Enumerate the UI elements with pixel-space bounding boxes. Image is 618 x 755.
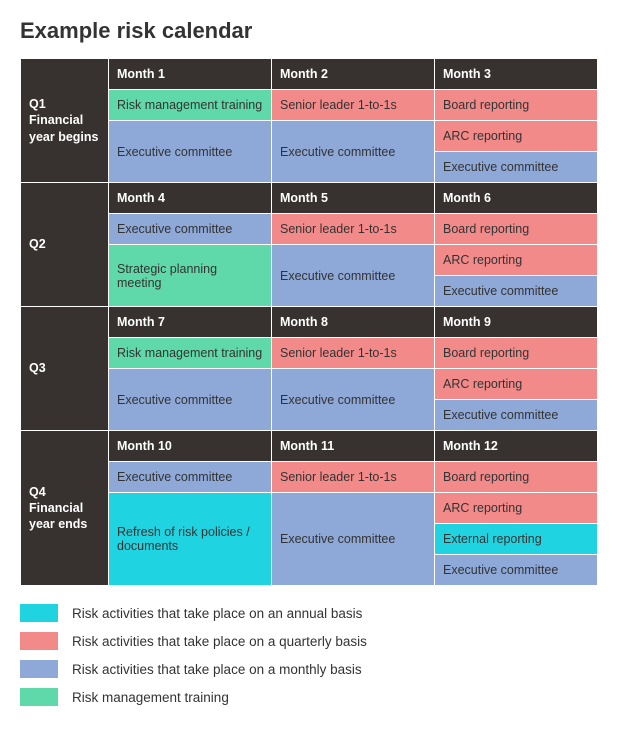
- page-title: Example risk calendar: [20, 18, 598, 44]
- month-header: Month 10: [109, 431, 272, 462]
- activity-cell: Strategic planning meeting: [109, 245, 272, 307]
- activity-cell: Executive committee: [435, 276, 598, 307]
- month-header: Month 9: [435, 307, 598, 338]
- activity-cell: Executive committee: [435, 555, 598, 586]
- quarter-label: Q4Financial year ends: [21, 431, 109, 586]
- legend-label: Risk management training: [72, 690, 229, 705]
- activity-cell: Executive committee: [272, 493, 435, 586]
- activity-cell: Executive committee: [435, 400, 598, 431]
- month-header: Month 11: [272, 431, 435, 462]
- activity-cell: External reporting: [435, 524, 598, 555]
- legend-item: Risk management training: [20, 688, 598, 706]
- legend-item: Risk activities that take place on a mon…: [20, 660, 598, 678]
- activity-cell: Board reporting: [435, 90, 598, 121]
- activity-cell: Board reporting: [435, 214, 598, 245]
- legend-item: Risk activities that take place on a qua…: [20, 632, 598, 650]
- activity-cell: Board reporting: [435, 462, 598, 493]
- legend-swatch: [20, 688, 58, 706]
- legend-item: Risk activities that take place on an an…: [20, 604, 598, 622]
- quarter-label: Q3: [21, 307, 109, 431]
- activity-cell: Executive committee: [272, 369, 435, 431]
- activity-cell: Executive committee: [109, 462, 272, 493]
- month-header: Month 4: [109, 183, 272, 214]
- activity-cell: ARC reporting: [435, 121, 598, 152]
- legend-swatch: [20, 660, 58, 678]
- activity-cell: Executive committee: [435, 152, 598, 183]
- activity-cell: Executive committee: [109, 121, 272, 183]
- activity-cell: Senior leader 1-to-1s: [272, 214, 435, 245]
- activity-cell: ARC reporting: [435, 369, 598, 400]
- activity-cell: Executive committee: [272, 245, 435, 307]
- month-header: Month 7: [109, 307, 272, 338]
- month-header: Month 6: [435, 183, 598, 214]
- activity-cell: Board reporting: [435, 338, 598, 369]
- risk-calendar-table: Q1Financial year beginsMonth 1Month 2Mon…: [20, 58, 598, 586]
- activity-cell: Executive committee: [272, 121, 435, 183]
- legend-label: Risk activities that take place on an an…: [72, 606, 362, 621]
- quarter-label: Q2: [21, 183, 109, 307]
- legend: Risk activities that take place on an an…: [20, 604, 598, 706]
- month-header: Month 12: [435, 431, 598, 462]
- activity-cell: Risk management training: [109, 338, 272, 369]
- month-header: Month 2: [272, 59, 435, 90]
- activity-cell: Executive committee: [109, 369, 272, 431]
- month-header: Month 5: [272, 183, 435, 214]
- legend-label: Risk activities that take place on a mon…: [72, 662, 362, 677]
- month-header: Month 1: [109, 59, 272, 90]
- activity-cell: Senior leader 1-to-1s: [272, 462, 435, 493]
- activity-cell: Executive committee: [109, 214, 272, 245]
- activity-cell: Senior leader 1-to-1s: [272, 90, 435, 121]
- activity-cell: Refresh of risk policies / documents: [109, 493, 272, 586]
- activity-cell: ARC reporting: [435, 245, 598, 276]
- activity-cell: Risk management training: [109, 90, 272, 121]
- activity-cell: ARC reporting: [435, 493, 598, 524]
- legend-label: Risk activities that take place on a qua…: [72, 634, 367, 649]
- quarter-label: Q1Financial year begins: [21, 59, 109, 183]
- legend-swatch: [20, 632, 58, 650]
- month-header: Month 3: [435, 59, 598, 90]
- activity-cell: Senior leader 1-to-1s: [272, 338, 435, 369]
- legend-swatch: [20, 604, 58, 622]
- month-header: Month 8: [272, 307, 435, 338]
